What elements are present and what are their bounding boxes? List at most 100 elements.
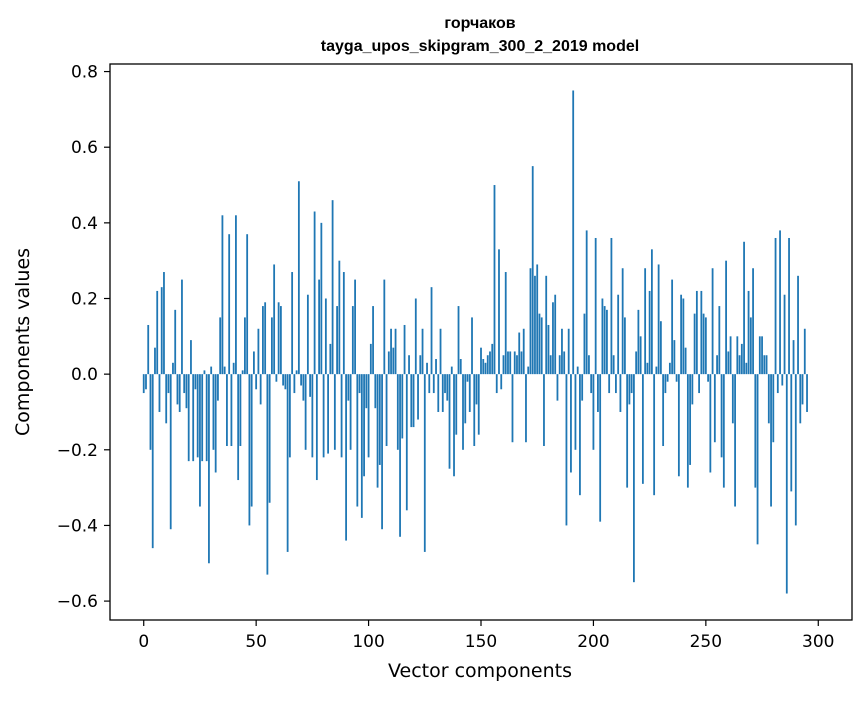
y-tick-label-0: −0.6 [57, 592, 98, 612]
bar-104 [376, 374, 379, 488]
bar-206 [606, 309, 608, 375]
bar-149 [477, 374, 480, 435]
bar-4 [151, 374, 154, 549]
bar-49 [253, 351, 255, 375]
bar-226 [650, 249, 653, 375]
bar-268 [745, 362, 748, 375]
bar-42 [237, 374, 240, 481]
bar-291 [797, 275, 799, 375]
bar-232 [664, 374, 667, 394]
bar-222 [641, 374, 644, 484]
bar-195 [581, 374, 584, 401]
bar-164 [511, 374, 514, 443]
bar-265 [738, 355, 741, 375]
bar-11 [167, 374, 170, 394]
bar-278 [767, 374, 770, 424]
bar-25 [199, 374, 201, 507]
bar-26 [201, 374, 204, 462]
bar-253 [711, 268, 714, 375]
bar-99 [365, 374, 368, 409]
bar-60 [277, 302, 280, 375]
bar-10 [165, 374, 168, 424]
bar-283 [779, 230, 781, 375]
bar-231 [662, 374, 665, 447]
bar-94 [354, 279, 356, 375]
bar-200 [592, 374, 595, 450]
bar-65 [288, 374, 291, 458]
bar-119 [410, 374, 413, 428]
bar-295 [806, 374, 808, 412]
bar-126 [426, 362, 428, 375]
bar-72 [304, 374, 307, 450]
bar-182 [552, 302, 554, 375]
bar-178 [543, 374, 545, 447]
bar-97 [360, 374, 363, 518]
bar-169 [522, 328, 525, 375]
bar-13 [172, 362, 174, 375]
bar-137 [450, 366, 453, 375]
bar-67 [293, 374, 296, 394]
bar-33 [217, 374, 219, 401]
bar-73 [306, 294, 309, 375]
bar-205 [603, 306, 606, 375]
bar-106 [381, 374, 383, 530]
bar-1 [145, 374, 147, 390]
bar-242 [686, 374, 689, 488]
bar-161 [504, 272, 507, 375]
bar-120 [412, 374, 415, 428]
bar-102 [372, 306, 374, 375]
bar-91 [347, 374, 350, 401]
bar-71 [302, 374, 305, 401]
bar-87 [338, 260, 341, 375]
bar-118 [408, 355, 410, 375]
bar-0 [142, 374, 145, 394]
bar-224 [646, 362, 649, 375]
bar-175 [536, 264, 539, 375]
bar-218 [633, 374, 635, 583]
bar-190 [570, 374, 572, 473]
bar-252 [709, 374, 712, 473]
bar-159 [500, 374, 503, 390]
bar-251 [707, 374, 709, 382]
bar-129 [432, 374, 435, 394]
bar-125 [423, 374, 426, 552]
x-axis-label: Vector components [388, 660, 572, 682]
bar-109 [387, 351, 390, 375]
bar-105 [378, 374, 381, 465]
bar-273 [756, 374, 759, 545]
bar-40 [232, 362, 235, 375]
bar-213 [621, 268, 624, 375]
bar-28 [205, 374, 208, 462]
bar-7 [158, 374, 161, 412]
y-tick-label-7: 0.8 [71, 63, 98, 83]
bar-176 [538, 313, 541, 375]
bar-148 [475, 374, 478, 405]
bar-272 [754, 374, 757, 488]
bar-192 [574, 374, 577, 450]
bar-198 [588, 355, 590, 375]
y-tick-label-2: −0.2 [57, 441, 98, 461]
bar-50 [255, 374, 258, 390]
plot-frame [109, 63, 853, 621]
bar-35 [221, 215, 224, 375]
bar-138 [453, 374, 455, 477]
bar-254 [713, 374, 716, 443]
bar-23 [194, 374, 197, 390]
bar-103 [374, 374, 377, 409]
bar-135 [446, 374, 449, 401]
bar-236 [673, 340, 676, 375]
bar-174 [534, 275, 536, 375]
bar-166 [516, 355, 518, 375]
bar-179 [545, 275, 548, 375]
bar-209 [612, 355, 615, 375]
bar-68 [295, 370, 298, 375]
bar-88 [340, 374, 343, 458]
bar-21 [190, 340, 192, 375]
bar-228 [655, 366, 658, 375]
bar-282 [776, 374, 779, 394]
bar-74 [309, 374, 312, 397]
x-tick-label-2: 100 [352, 632, 384, 652]
bar-280 [772, 374, 775, 443]
bar-286 [785, 374, 788, 594]
bar-57 [270, 317, 273, 375]
